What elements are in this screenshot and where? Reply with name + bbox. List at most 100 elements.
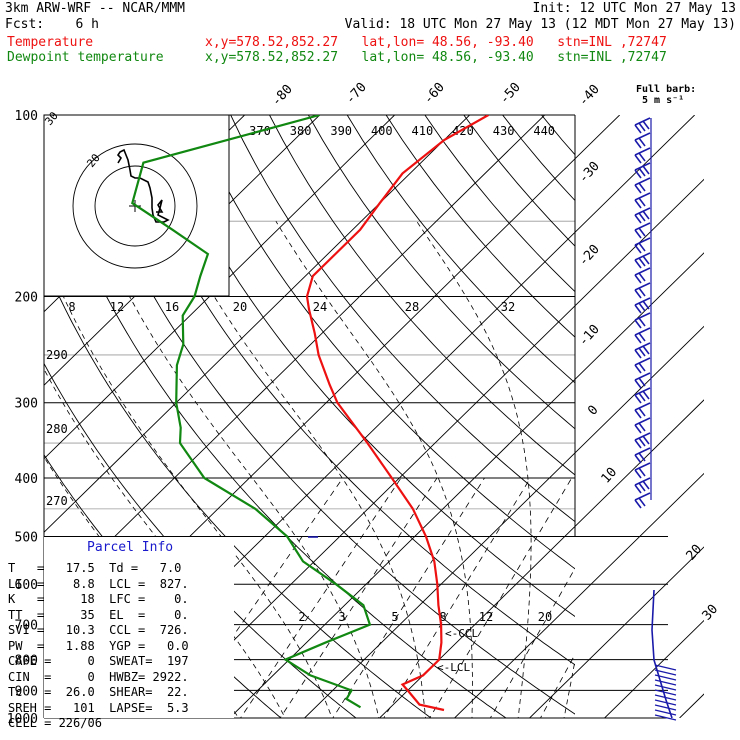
parcel-info-row: PW = 1.88 YGP = 0.0: [8, 638, 189, 653]
wind-barb-flag: [642, 480, 650, 490]
parcel-info-row: TT = 35 EL = 0.: [8, 607, 189, 622]
wind-barb-flag: [638, 467, 646, 477]
dry-adiabat: [44, 141, 507, 718]
mixing-ratio-line: [175, 477, 344, 718]
wind-barb-staff: [634, 357, 651, 366]
isotherm-label: 30: [700, 602, 722, 624]
hodo-speed-label: 8: [68, 300, 75, 314]
theta-label: 440: [533, 124, 555, 138]
isotherm-label: -40: [576, 82, 603, 109]
wind-barb-flag: [638, 212, 646, 222]
isotherm-label: -30: [576, 159, 603, 186]
wind-barb-flag: [638, 437, 646, 447]
pressure-label: 300: [15, 397, 38, 412]
wind-barb-flag: [634, 379, 642, 389]
wind-barb-flag: [638, 302, 646, 312]
isotherm-label: -70: [343, 80, 370, 107]
dry-adiabat: [308, 115, 575, 430]
wind-barb-flag: [638, 242, 646, 252]
wind-barb-staff: [634, 372, 651, 381]
wind-barb-flag: [634, 259, 642, 269]
wind-barb-flag: [638, 482, 646, 492]
theta-label: 400: [371, 124, 393, 138]
wind-barb-staff: [634, 462, 651, 471]
low-level-barb: [654, 709, 677, 716]
isotherm: [529, 546, 704, 718]
wind-barb-flag: [634, 289, 642, 299]
mixing-ratio-label: 3: [338, 610, 345, 624]
pressure-label: 800: [15, 654, 38, 669]
wind-barb-flag: [638, 452, 646, 462]
parcel-info-row: CIN = 0 HWBZ= 2922.: [8, 669, 189, 684]
dry-adiabat: [230, 115, 575, 523]
dry-adiabat: [619, 115, 740, 731]
mixing-ratio-line: [489, 567, 575, 718]
low-level-barb: [654, 679, 677, 686]
wind-barb-flag: [634, 454, 642, 464]
isotherm: [679, 693, 704, 718]
wind-barb-staff: [634, 327, 651, 336]
dry-adiabat: [152, 115, 575, 617]
wind-barb-staff: [634, 282, 651, 291]
parcel-info-row: T = 17.5 Td = 7.0: [8, 561, 182, 575]
hodo-ring-20: [94, 165, 176, 247]
parcel-info-row: K = 18 LFC = 0.: [8, 592, 189, 606]
mixing-ratio-line: [279, 477, 438, 718]
moist-adiabat: [416, 220, 532, 718]
wind-barb-flag: [634, 484, 642, 494]
wind-barb-flag: [638, 347, 646, 357]
isotherm-label: -10: [576, 322, 603, 349]
low-level-barb: [654, 689, 677, 696]
isotherm: [44, 115, 545, 607]
isotherm: [154, 178, 704, 718]
wind-barb-flag: [634, 244, 642, 254]
wind-barb-flag: [638, 122, 646, 132]
wind-barb-flag: [638, 257, 646, 267]
wind-barb-flag: [638, 182, 646, 192]
lcl-label: <-LCL: [437, 661, 470, 674]
wind-barb-flag: [634, 169, 642, 179]
dry-adiabat: [346, 115, 575, 384]
parcel-info-box: [44, 537, 234, 718]
low-level-barb: [654, 664, 677, 671]
temperature-station-info: x,y=578.52,852.27 lat,lon= 48.56, -93.40…: [205, 35, 667, 50]
wind-barb-flag: [634, 214, 642, 224]
mixing-ratio-line: [239, 477, 402, 718]
mixing-ratio-line: [383, 477, 531, 718]
wind-barb-flag: [634, 274, 642, 284]
theta-left-label: 280: [46, 422, 68, 436]
dewpoint-station-info: x,y=578.52,852.27 lat,lon= 48.56, -93.40…: [205, 50, 667, 65]
temperature-legend: Temperature: [7, 35, 94, 50]
wind-barb-flag: [642, 435, 650, 445]
wind-barb-flag: [638, 197, 646, 207]
isotherm-label: -60: [421, 80, 448, 107]
wind-barb-staff: [634, 237, 651, 246]
barb-legend-2: 5 m s⁻¹: [642, 95, 685, 106]
wind-barb-flag: [638, 272, 646, 282]
pressure-label: 500: [15, 530, 38, 545]
wind-barb-flag: [634, 334, 642, 344]
dry-adiabat: [44, 261, 432, 718]
wind-barb-flag: [634, 184, 642, 194]
wind-barb-flag: [638, 377, 646, 387]
isotherm-label: 20: [684, 542, 706, 564]
pressure-label: 600: [15, 578, 38, 593]
isotherm-label: 10: [599, 465, 621, 487]
low-level-barb: [654, 714, 677, 721]
hodo-speed-label: 28: [405, 300, 419, 314]
low-level-barb: [654, 704, 677, 711]
wind-barb-flag: [642, 255, 650, 265]
parcel-info-row: SREH = 101 LAPSE= 5.3: [8, 700, 189, 715]
isotherm-label: -20: [576, 242, 603, 269]
parcel-info-row: SVI = 10.3 CCL = 726.: [8, 623, 189, 637]
parcel-info-title: Parcel Info: [87, 540, 174, 555]
parcel-info-row: LI = 8.8 LCL = 827.: [8, 576, 189, 591]
pressure-label: 100: [15, 109, 38, 124]
wind-barb-flag: [634, 229, 642, 239]
model-title: 3km ARW-WRF -- NCAR/MMM: [5, 1, 186, 16]
wind-barb-flag: [638, 362, 646, 372]
dry-adiabat: [191, 115, 575, 570]
theta-label: 410: [412, 124, 434, 138]
theta-left-label: 290: [46, 348, 68, 362]
